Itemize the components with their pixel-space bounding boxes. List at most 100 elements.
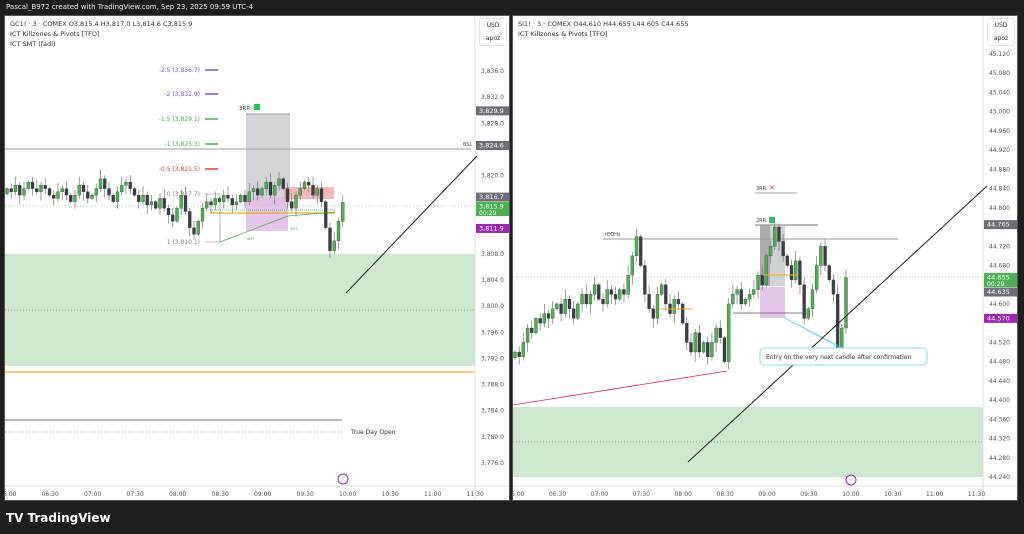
bearish-candle [760, 274, 764, 285]
bullish-candle [655, 294, 660, 319]
bearish-candle [188, 211, 192, 228]
bearish-candle [137, 194, 141, 202]
bullish-candle [710, 342, 714, 357]
trend-line [687, 185, 988, 463]
bearish-candle [35, 188, 39, 193]
bearish-candle [52, 194, 56, 199]
bearish-candle [285, 188, 290, 202]
bearish-candle [559, 303, 563, 314]
bullish-candle [5, 188, 9, 194]
time-tick: 09:00 [254, 491, 271, 498]
bullish-candle [234, 201, 239, 206]
gold-chart-panel[interactable]: GC1! · 3 · COMEX O3,815.4 H3,817.0 L3,81… [4, 15, 510, 501]
bullish-candle [98, 178, 103, 189]
fib-bracket [205, 193, 221, 243]
bullish-candle [341, 202, 345, 222]
symbol-ohlc[interactable]: SI1! · 3 · COMEX O44.610 H44.655 L44.605… [518, 20, 689, 28]
bearish-candle [517, 351, 521, 357]
bullish-candle [298, 188, 302, 196]
price-tick: 44.280 [989, 455, 1010, 462]
fib-level-label: -2.5 (3,836.7) [159, 67, 200, 74]
smt-label: SMT [247, 237, 255, 241]
time-tick: 07:30 [127, 491, 144, 498]
bullish-candle [701, 342, 706, 353]
bullish-candle [727, 303, 731, 362]
bullish-candle [768, 246, 773, 257]
bullish-candle [158, 198, 162, 209]
bullish-candle [239, 194, 243, 202]
bearish-candle [601, 299, 605, 305]
gold-chart-canvas[interactable]: BSL 3RR True Day Open 3,836.0 3,832.0 3,828.0… [5, 16, 510, 501]
symbol-ohlc[interactable]: GC1! · 3 · COMEX O3,815.4 H3,817.0 L3,81… [10, 20, 193, 28]
bearish-candle [689, 342, 693, 353]
fib-level-label: -2 (3,832.9) [165, 91, 200, 98]
bullish-candle [513, 351, 517, 358]
price-tick: 44.680 [989, 263, 1010, 270]
lightning-icon[interactable] [845, 474, 857, 486]
bearish-candle [798, 260, 802, 285]
price-tick: 44.720 [989, 243, 1010, 250]
bearish-candle [538, 318, 542, 324]
bearish-candle [9, 188, 13, 193]
price-tick: 3,776.0 [481, 460, 504, 467]
fib-level-label: -1 (3,825.3) [165, 141, 200, 148]
time-tick: 6:00 [5, 491, 17, 498]
bearish-candle [192, 227, 196, 235]
bullish-candle [120, 185, 124, 193]
bullish-candle [200, 208, 205, 222]
check-icon [254, 104, 260, 110]
lightning-icon[interactable] [337, 473, 349, 485]
bullish-candle [115, 191, 120, 202]
time-tick: 06:30 [42, 491, 59, 498]
currency-selector[interactable]: USD apoz [479, 18, 507, 46]
bullish-candle [672, 299, 676, 314]
countdown-label: 00:29 [479, 210, 496, 217]
silver-chart-canvas[interactable]: rEQHs 3RR ✕ 2RR 45.120 45.080 45.040 45.000 44.9… [513, 16, 1018, 501]
bullish-candle [124, 181, 128, 186]
time-tick: 11:00 [926, 491, 943, 498]
legend: SI1! · 3 · COMEX O44.610 H44.655 L44.605… [518, 19, 689, 39]
bullish-candle [273, 185, 277, 196]
currency-selector[interactable]: USD apoz [987, 18, 1015, 46]
indicator-killzones[interactable]: ICT Killzones & Pivots [TFO] [10, 30, 100, 38]
bearish-candle [639, 236, 643, 266]
bullish-candle [588, 294, 593, 305]
price-tick: 3,828.0 [481, 120, 504, 127]
bearish-candle [823, 246, 827, 266]
price-tag-purple [476, 223, 509, 233]
indicator-smt[interactable]: ICT SMT (fadi) [10, 40, 56, 48]
price-tick: 44.320 [989, 436, 1010, 443]
price-tick: 44.960 [989, 128, 1010, 135]
time-tick: 08:30 [717, 491, 734, 498]
bearish-candle [622, 289, 626, 295]
bearish-candle [324, 201, 328, 228]
risk-reward-inner [760, 225, 770, 286]
bullish-candle [555, 303, 559, 309]
bullish-candle [630, 255, 634, 276]
equal-highs-label: rEQHs [605, 232, 621, 238]
bearish-candle [328, 227, 332, 251]
bullish-candle [222, 194, 226, 202]
bullish-candle [840, 327, 844, 348]
bearish-candle [546, 313, 551, 319]
time-tick: 07:00 [591, 491, 608, 498]
bullish-candle [815, 265, 819, 290]
scale-mode-label: apoz [485, 35, 501, 42]
price-tag-green [984, 273, 1017, 288]
countdown-label: 00:29 [987, 281, 1004, 288]
bearish-candle [706, 342, 710, 357]
silver-chart-panel[interactable]: SI1! · 3 · COMEX O44.610 H44.655 L44.605… [512, 15, 1018, 501]
bearish-candle [18, 185, 22, 196]
bearish-candle [107, 188, 111, 196]
bullish-candle [315, 188, 319, 196]
bearish-candle [256, 188, 260, 196]
bearish-candle [103, 178, 107, 189]
bearish-candle [647, 294, 651, 309]
bearish-candle [664, 284, 668, 305]
bearish-candle [597, 284, 601, 300]
bullish-candle [580, 294, 584, 305]
currency-label: USD [486, 22, 500, 29]
price-tick: 3,808.0 [481, 251, 504, 258]
price-tag-purple [984, 313, 1017, 323]
indicator-killzones[interactable]: ICT Killzones & Pivots [TFO] [518, 30, 608, 38]
